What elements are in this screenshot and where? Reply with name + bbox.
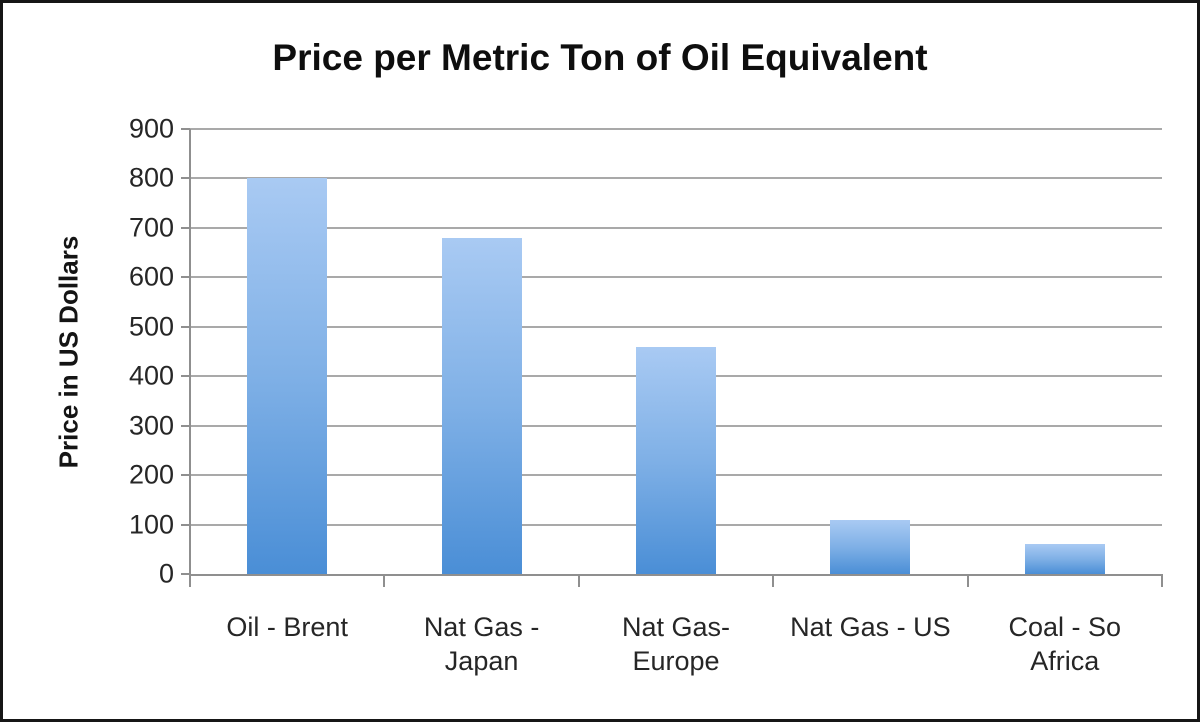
y-axis-tick	[181, 128, 190, 130]
y-tick-label: 0	[158, 558, 174, 589]
y-axis-tick	[181, 573, 190, 575]
gridline	[190, 128, 1162, 130]
gridline	[190, 325, 1162, 328]
bar	[1024, 544, 1105, 574]
y-axis-tick	[181, 177, 190, 180]
y-tick-label: 600	[128, 261, 174, 292]
x-axis-tick	[772, 574, 775, 587]
x-axis-tick	[966, 574, 969, 587]
y-axis-tick	[181, 276, 190, 279]
bar	[830, 519, 911, 574]
bar	[441, 237, 522, 574]
x-axis-line	[190, 574, 1162, 576]
bar	[247, 178, 328, 574]
y-tick-label: 500	[128, 311, 174, 342]
bar	[636, 346, 716, 574]
y-tick-label: 200	[128, 459, 174, 490]
y-axis-tick	[181, 226, 190, 229]
x-tick-label: Nat Gas - US	[790, 612, 951, 642]
y-axis-title: Price in US Dollars	[53, 235, 84, 469]
gridline	[190, 177, 1162, 180]
x-axis-tick	[383, 574, 386, 587]
y-tick-label: 400	[128, 360, 174, 391]
y-tick-label: 800	[128, 162, 174, 193]
chart-title: Price per Metric Ton of Oil Equivalent	[272, 37, 928, 78]
gridline	[190, 226, 1162, 229]
x-tick-label: Nat Gas - Japan	[423, 612, 540, 676]
y-axis-tick	[181, 375, 190, 378]
x-axis-tick	[1161, 574, 1163, 587]
y-axis-tick	[181, 523, 190, 526]
y-tick-label: 100	[128, 509, 174, 540]
y-tick-label: 700	[128, 212, 174, 243]
x-tick-label: Oil - Brent	[226, 612, 348, 642]
x-tick-label: Nat Gas- Europe	[621, 612, 730, 676]
y-axis-line	[189, 129, 191, 587]
gridline	[190, 276, 1162, 279]
y-tick-label: 900	[128, 113, 174, 144]
y-axis-tick	[181, 474, 190, 477]
x-tick-label: Coal - So Africa	[1008, 612, 1122, 676]
y-tick-label: 300	[128, 410, 174, 441]
y-axis-tick	[181, 325, 190, 328]
y-axis-tick	[181, 424, 190, 427]
x-axis-tick	[577, 574, 580, 587]
